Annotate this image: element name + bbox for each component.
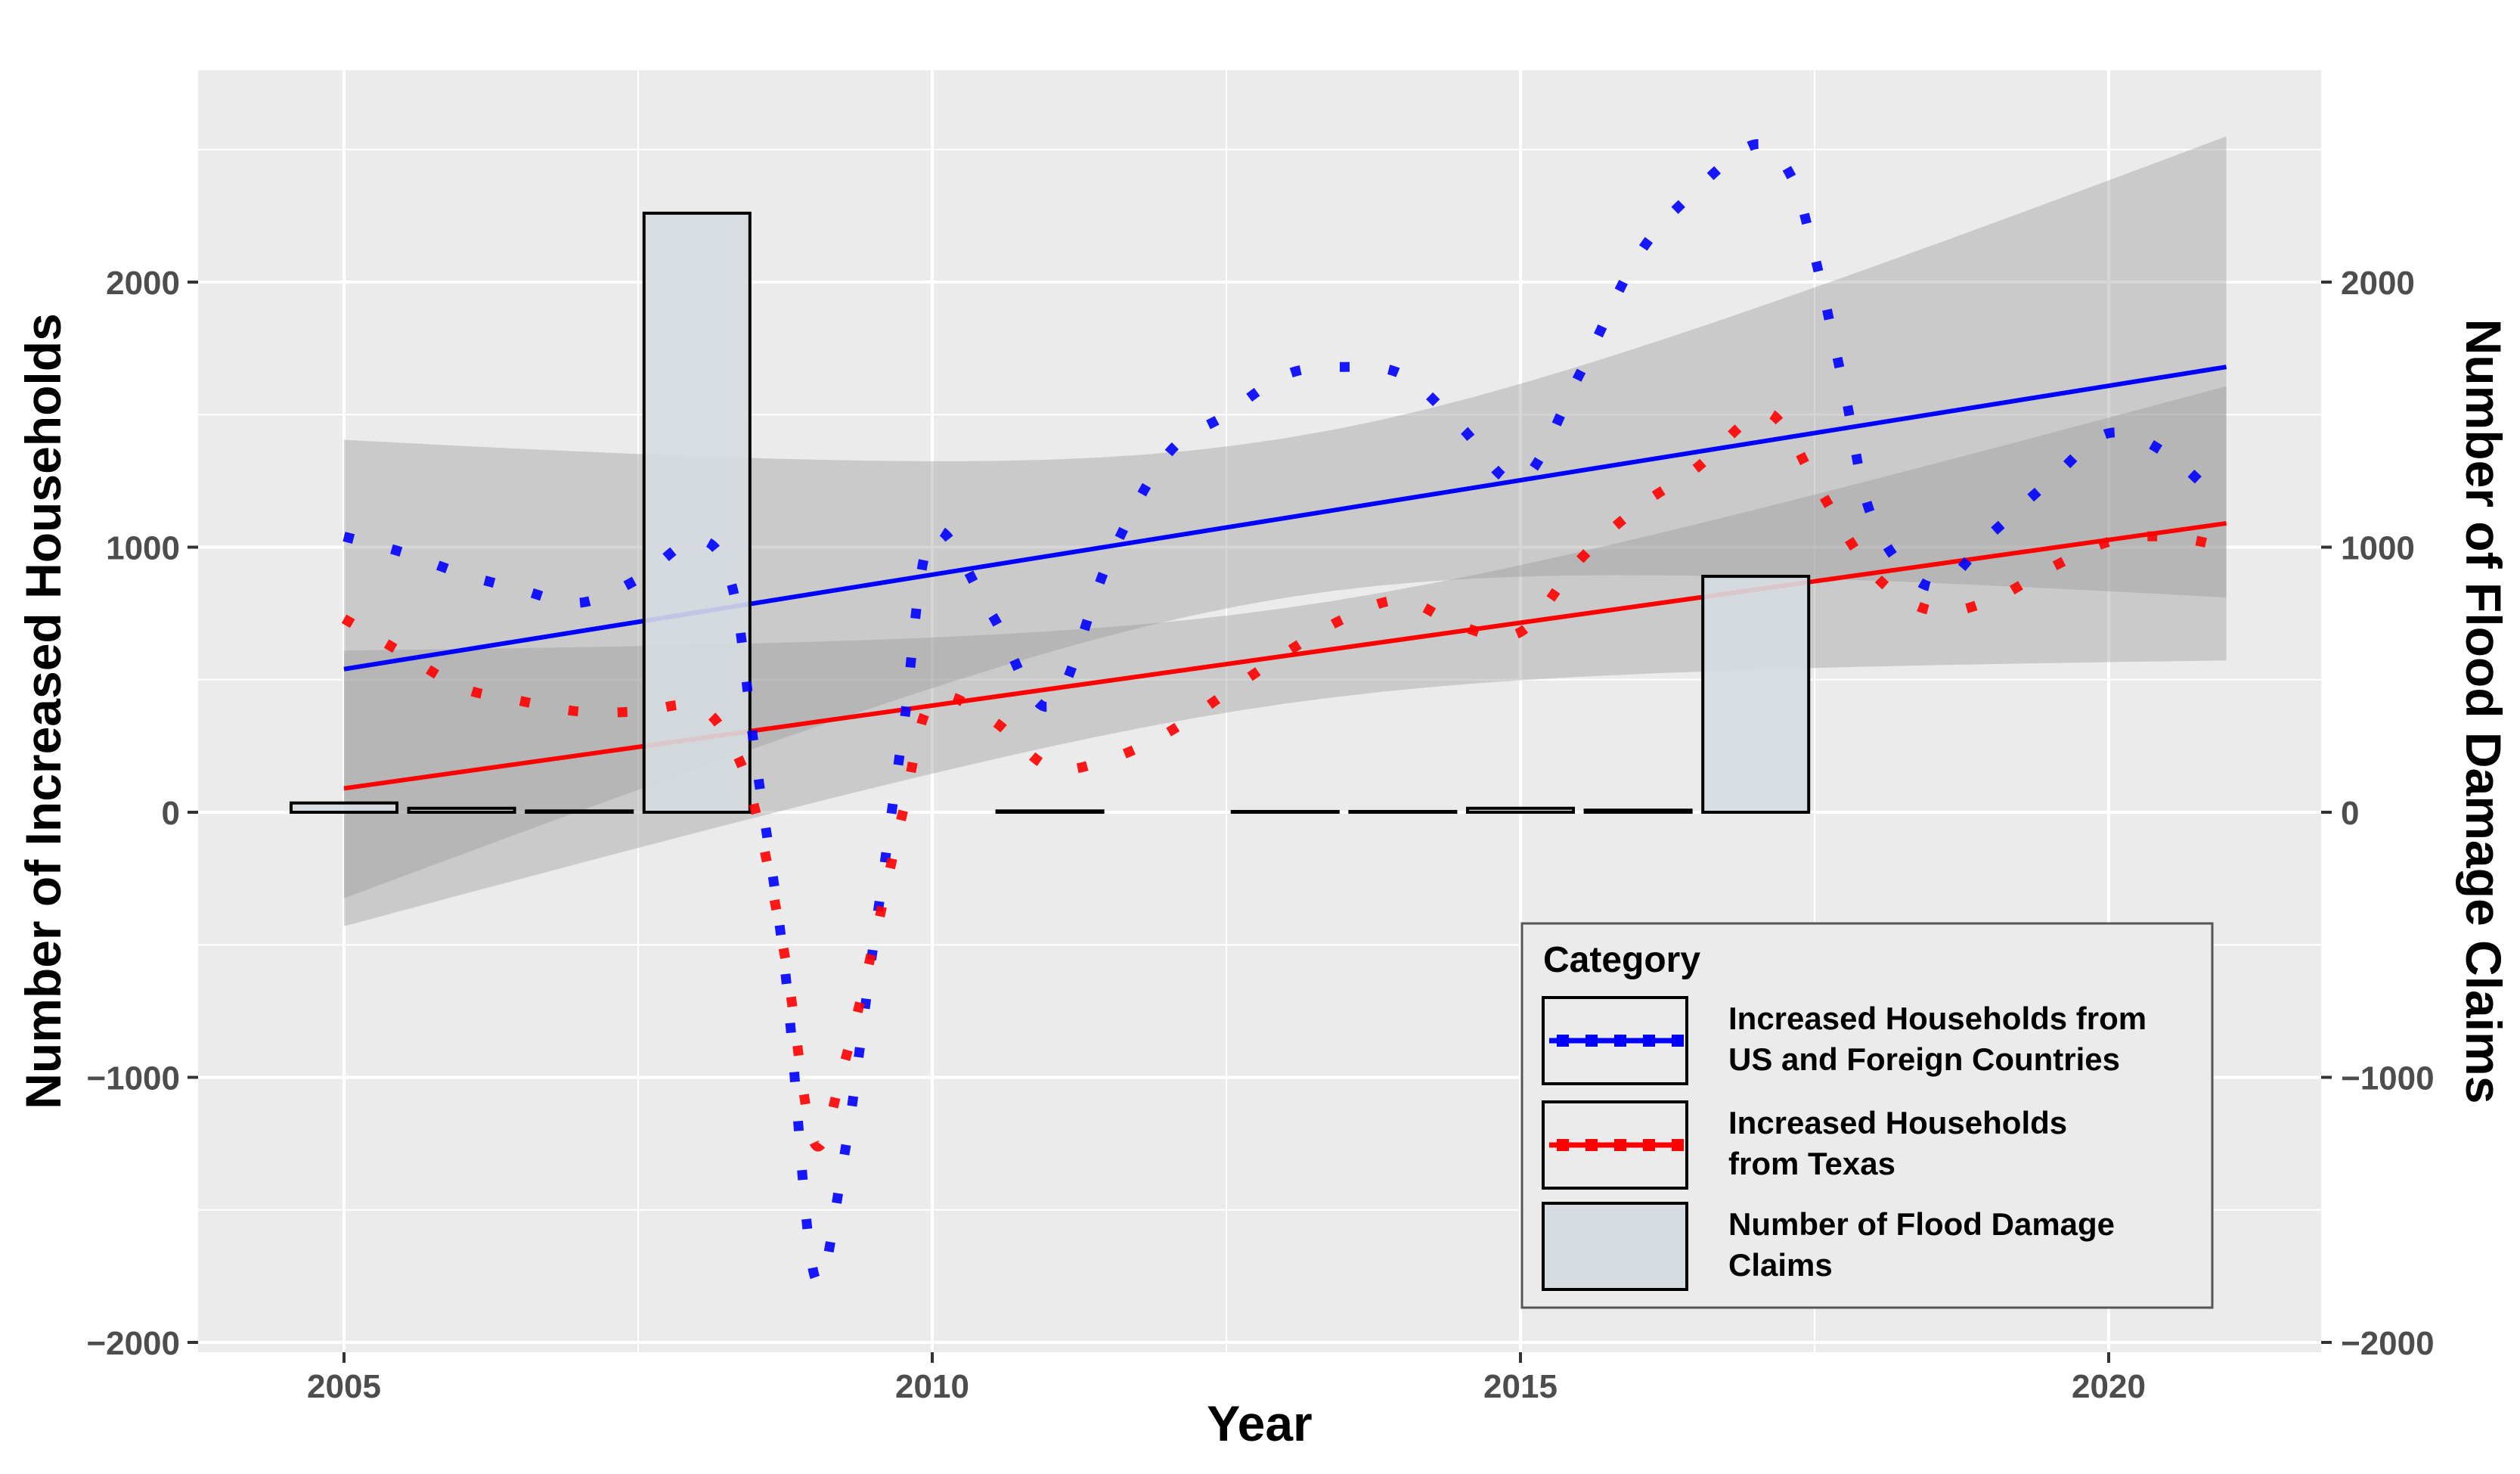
x-tick-label: 2020 — [2072, 1368, 2146, 1405]
legend-key-dot — [1672, 1139, 1684, 1151]
legend-key — [1542, 1202, 1688, 1291]
y2-tick-label: −1000 — [2341, 1060, 2435, 1097]
legend-key-dot — [1585, 1139, 1598, 1151]
claims-bar — [1465, 806, 1576, 815]
x-axis-title: Year — [1207, 1395, 1312, 1451]
claims-bar — [289, 801, 399, 815]
claims-bar — [1230, 809, 1340, 814]
y-tick-label: −2000 — [86, 1325, 180, 1362]
y2-tick-label: 0 — [2341, 795, 2359, 832]
claims-bar — [1583, 808, 1693, 815]
legend-label: US and Foreign Countries — [1728, 1041, 2120, 1077]
x-tick-label: 2005 — [307, 1368, 381, 1405]
legend-key-dot — [1643, 1139, 1655, 1151]
legend-key-dot — [1643, 1035, 1655, 1047]
flood-claims-bars — [289, 211, 1811, 815]
legend-key-dot — [1614, 1139, 1626, 1151]
legend-label: from Texas — [1728, 1146, 1895, 1181]
legend: Category Increased Households from US and … — [1520, 922, 2214, 1309]
legend-label: Increased Households from — [1728, 1001, 2146, 1036]
legend-key-dot — [1557, 1035, 1569, 1047]
axes: 2005 2010 2015 2020 −2000 −1000 0 1000 2000 −2000… — [86, 265, 2434, 1405]
legend-label: Number of Flood Damage — [1728, 1206, 2115, 1242]
y2-tick-label: 2000 — [2341, 265, 2415, 302]
claims-bar — [1701, 575, 1811, 814]
x-tick-label: 2010 — [895, 1368, 969, 1405]
legend-title: Category — [1543, 940, 1700, 980]
x-tick-label: 2015 — [1483, 1368, 1558, 1405]
y2-tick-label: −2000 — [2341, 1325, 2435, 1362]
legend-key-dot — [1585, 1035, 1598, 1047]
legend-label: Claims — [1728, 1247, 1833, 1283]
claims-bar — [995, 809, 1105, 815]
y-tick-label: 0 — [162, 795, 180, 832]
legend-label: Increased Households — [1728, 1105, 2067, 1140]
y-axis-title: Number of Increased Households — [15, 313, 71, 1109]
y-tick-label: 2000 — [106, 265, 180, 302]
y2-tick-label: 1000 — [2341, 530, 2415, 567]
claims-bar — [1348, 809, 1458, 814]
legend-key-dot — [1672, 1035, 1684, 1047]
claims-bar — [525, 809, 634, 815]
claims-bar — [642, 211, 752, 814]
legend-key-dot — [1557, 1139, 1569, 1151]
y-tick-label: 1000 — [106, 530, 180, 567]
claims-bar — [407, 806, 516, 815]
y2-axis-title: Number of Flood Damage Claims — [2456, 319, 2512, 1104]
grid-minor — [198, 70, 2321, 1352]
legend-key-dot — [1614, 1035, 1626, 1047]
y-tick-label: −1000 — [86, 1060, 180, 1097]
